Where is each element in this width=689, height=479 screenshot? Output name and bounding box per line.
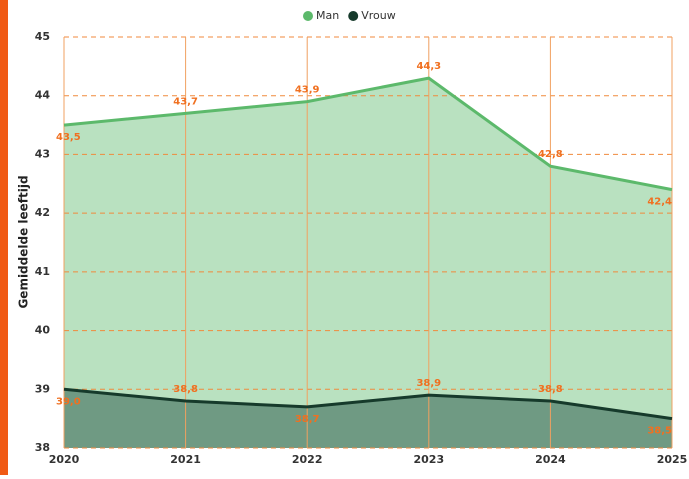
series-line bbox=[63, 387, 673, 421]
data-label: 42,4 bbox=[647, 197, 672, 208]
data-label: 38,7 bbox=[295, 414, 320, 425]
x-tick-label: 2021 bbox=[170, 453, 201, 466]
legend: Man Vrouw bbox=[303, 9, 396, 22]
data-label: 38,5 bbox=[647, 426, 672, 437]
series-line bbox=[63, 76, 673, 192]
data-label: 43,9 bbox=[295, 85, 320, 96]
y-tick-label: 38 bbox=[35, 441, 50, 454]
x-tick-label: 2020 bbox=[49, 453, 80, 466]
side-stripe bbox=[0, 0, 8, 475]
x-tick-label: 2022 bbox=[292, 453, 323, 466]
y-tick-label: 40 bbox=[35, 324, 51, 337]
data-label: 38,9 bbox=[416, 378, 441, 389]
data-label: 42,8 bbox=[538, 149, 563, 160]
y-tick-label: 39 bbox=[35, 382, 50, 395]
data-label: 38,8 bbox=[538, 384, 563, 395]
legend-marker bbox=[303, 11, 313, 21]
area-fill bbox=[64, 78, 672, 448]
data-label: 43,5 bbox=[56, 132, 81, 143]
y-tick-label: 41 bbox=[35, 265, 50, 278]
data-label: 38,8 bbox=[173, 384, 198, 395]
x-tick-label: 2024 bbox=[535, 453, 566, 466]
data-label: 44,3 bbox=[416, 61, 441, 72]
x-tick-label: 2023 bbox=[413, 453, 444, 466]
y-tick-label: 43 bbox=[35, 147, 50, 160]
y-tick-label: 42 bbox=[35, 206, 50, 219]
y-tick-label: 44 bbox=[35, 89, 51, 102]
legend-label: Man bbox=[316, 9, 339, 22]
x-tick-label: 2025 bbox=[657, 453, 688, 466]
legend-marker bbox=[348, 11, 359, 21]
legend-label: Vrouw bbox=[361, 9, 396, 22]
data-label: 43,7 bbox=[173, 96, 198, 107]
data-label: 39,0 bbox=[56, 396, 81, 407]
y-axis-label: Gemiddelde leeftijd bbox=[17, 175, 31, 308]
y-tick-label: 45 bbox=[35, 30, 50, 43]
